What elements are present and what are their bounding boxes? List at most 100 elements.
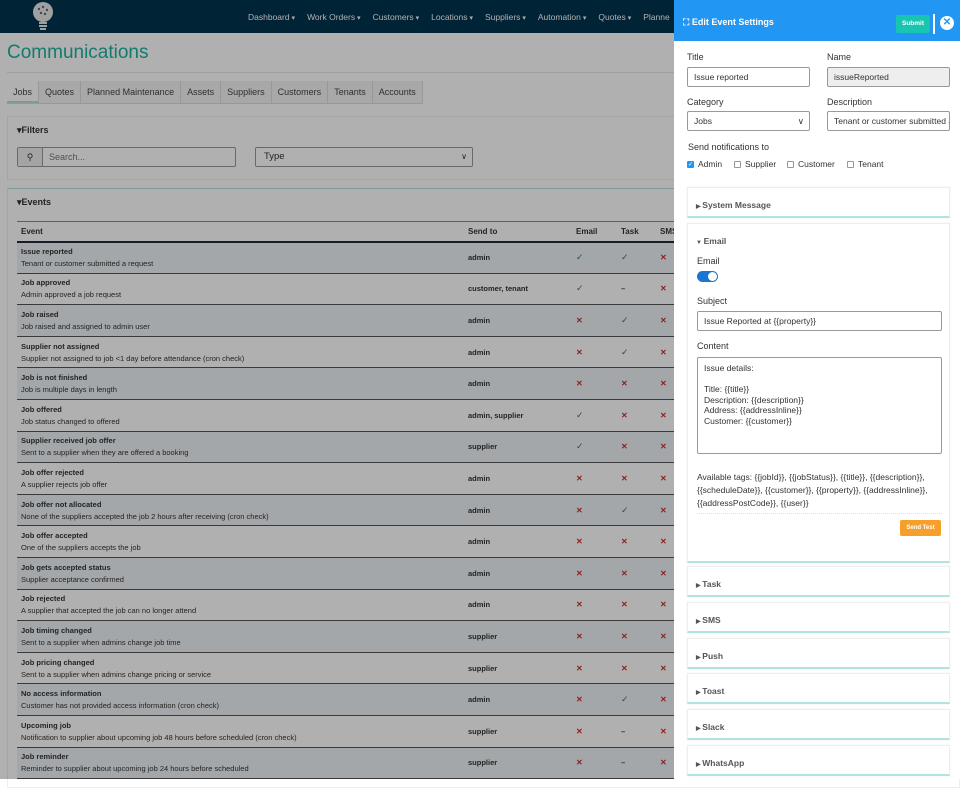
section-email: Email Email Subject Issue Reported at {{…	[687, 223, 950, 563]
send-test-button[interactable]: Send Test	[900, 520, 941, 536]
event-name: Job offer not allocated	[21, 499, 102, 509]
event-cell: Job offer not allocated None of the suppl…	[17, 494, 464, 527]
task-cell: ✕	[617, 399, 656, 432]
tab-customers[interactable]: Customers	[271, 81, 329, 103]
cross-icon: ✕	[576, 726, 583, 736]
cross-icon: ✕	[660, 473, 667, 483]
event-description: Reminder to supplier about upcoming job …	[21, 764, 249, 774]
name-input: issueReported	[827, 67, 950, 87]
nav-item[interactable]: Work Orders	[307, 12, 361, 22]
section-title[interactable]: Email	[696, 236, 727, 246]
section-toast[interactable]: Toast	[687, 673, 950, 705]
tab-quotes[interactable]: Quotes	[39, 81, 82, 103]
category-value: Jobs	[694, 116, 712, 126]
task-cell: ✕	[617, 431, 656, 464]
search-input[interactable]	[43, 148, 235, 166]
tab-tenants[interactable]: Tenants	[328, 81, 373, 103]
subject-input[interactable]: Issue Reported at {{property}}	[697, 311, 942, 331]
search-icon[interactable]: ⚲	[18, 148, 43, 166]
subject-label: Subject	[697, 296, 728, 306]
recipient-admin[interactable]: ✓ Admin	[687, 159, 722, 169]
send-to-cell: admin	[464, 304, 572, 337]
section-slack[interactable]: Slack	[687, 709, 950, 741]
checkbox-label: Customer	[798, 159, 835, 169]
recipient-supplier[interactable]: Supplier	[734, 159, 776, 169]
chevron-down-icon: ∨	[797, 116, 804, 126]
submit-button[interactable]: Submit	[896, 15, 930, 33]
title-input[interactable]: Issue reported	[687, 67, 810, 87]
tab-assets[interactable]: Assets	[181, 81, 222, 103]
checkbox[interactable]	[847, 160, 854, 168]
email-toggle[interactable]	[697, 271, 718, 282]
cross-icon: ✕	[621, 442, 628, 452]
task-cell: ✕	[617, 367, 656, 400]
section-system-message[interactable]: System Message	[687, 187, 950, 218]
task-cell: ✕	[617, 525, 656, 558]
events-toggle[interactable]: Events	[17, 197, 52, 208]
event-cell: Job pricing changed Sent to a supplier wh…	[17, 652, 464, 685]
nav-item[interactable]: Automation	[538, 12, 586, 22]
cross-icon: ✕	[660, 315, 667, 325]
column-header: Task	[617, 221, 656, 243]
event-cell: Job gets accepted status Supplier accepta…	[17, 557, 464, 590]
checkbox[interactable]	[787, 160, 794, 168]
column-header: Event	[17, 221, 464, 243]
send-to-cell: supplier	[464, 620, 572, 653]
send-to-cell: admin	[464, 494, 572, 527]
nav-item[interactable]: Suppliers	[485, 12, 526, 22]
expand-icon[interactable]: ⛶	[683, 17, 690, 27]
event-name: Job raised	[21, 309, 59, 319]
tab-accounts[interactable]: Accounts	[372, 81, 423, 103]
checkbox[interactable]	[734, 160, 741, 168]
send-to-cell: admin	[464, 336, 572, 369]
category-select[interactable]: Jobs ∨	[687, 111, 810, 131]
nav-item[interactable]: Quotes	[598, 12, 631, 22]
event-description: Notification to supplier about upcoming …	[21, 732, 297, 742]
type-select[interactable]: Type	[255, 147, 473, 167]
content-textarea[interactable]: Issue details: Title: {{title}} Descript…	[697, 357, 942, 454]
nav-item[interactable]: Planne	[643, 11, 670, 22]
check-icon: ✓	[576, 283, 584, 294]
nav-item[interactable]: Locations	[431, 12, 473, 22]
nav-item[interactable]: Customers	[373, 12, 420, 22]
filters-toggle[interactable]: Filters	[17, 125, 49, 136]
available-tags: Available tags: {{jobId}}, {{jobStatus}}…	[697, 472, 928, 508]
event-cell: Job rejected A supplier that accepted the…	[17, 589, 464, 622]
send-notifications-label: Send notifications to	[688, 142, 770, 152]
section-whatsapp[interactable]: WhatsApp	[687, 745, 950, 776]
section-sms[interactable]: SMS	[687, 601, 950, 633]
recipient-tenant[interactable]: Tenant	[847, 159, 884, 169]
event-description: A supplier rejects job offer	[21, 479, 108, 489]
description-label: Description	[827, 97, 873, 107]
description-input[interactable]: Tenant or customer submitted a request	[827, 111, 950, 131]
task-cell: ✓	[617, 304, 656, 337]
nav-item[interactable]: Dashboard	[248, 12, 295, 22]
cross-icon: ✕	[576, 315, 583, 325]
recipient-customer[interactable]: Customer	[787, 159, 835, 169]
task-cell: ✓	[617, 336, 656, 369]
cross-icon: ✕	[621, 537, 628, 547]
event-cell: Job offered Job status changed to offered	[17, 399, 464, 432]
section-title: Slack	[696, 722, 724, 732]
cross-icon: ✕	[660, 663, 667, 673]
panel-header: ⛶ Edit Event Settings Submit ✕	[674, 0, 960, 41]
tab-jobs[interactable]: Jobs	[7, 81, 40, 103]
email-cell: ✕	[572, 304, 617, 337]
cross-icon: ✕	[660, 600, 667, 610]
close-icon[interactable]: ✕	[940, 16, 954, 30]
tab-suppliers[interactable]: Suppliers	[221, 81, 272, 103]
section-task[interactable]: Task	[687, 566, 950, 597]
lightbulb-logo-icon[interactable]	[30, 1, 56, 32]
cross-icon: ✕	[660, 631, 667, 641]
cross-icon: ✕	[576, 631, 583, 641]
tab-planned-maintenance[interactable]: Planned Maintenance	[81, 81, 182, 103]
send-to-cell: admin, supplier	[464, 399, 572, 432]
event-name: Job timing changed	[21, 625, 92, 635]
event-cell: Job offer rejected A supplier rejects job…	[17, 462, 464, 495]
edit-event-panel: ⛶ Edit Event Settings Submit ✕ Title Iss…	[674, 0, 960, 779]
checkbox[interactable]: ✓	[687, 160, 694, 168]
section-push[interactable]: Push	[687, 637, 950, 669]
check-icon: ✓	[576, 441, 584, 452]
section-title: WhatsApp	[696, 758, 744, 768]
cross-icon: ✕	[576, 758, 583, 768]
